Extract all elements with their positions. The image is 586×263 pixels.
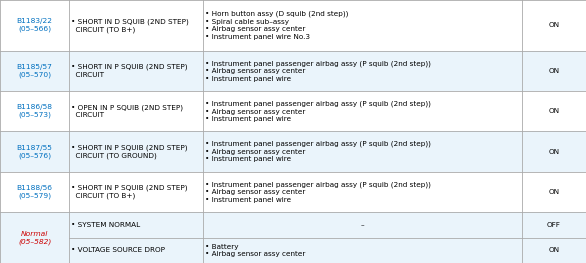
Text: • VOLTAGE SOURCE DROP: • VOLTAGE SOURCE DROP <box>71 247 165 253</box>
Text: • Instrument panel passenger airbag assy (P squib (2nd step))
• Airbag sensor as: • Instrument panel passenger airbag assy… <box>205 141 431 163</box>
Text: • OPEN IN P SQUIB (2ND STEP)
  CIRCUIT: • OPEN IN P SQUIB (2ND STEP) CIRCUIT <box>71 104 183 118</box>
Text: ON: ON <box>548 247 559 253</box>
Text: ON: ON <box>548 189 559 195</box>
Text: B1183/22
(05–566): B1183/22 (05–566) <box>16 18 53 32</box>
Bar <box>0 51 586 91</box>
Bar <box>0 91 586 132</box>
Text: B1188/56
(05–579): B1188/56 (05–579) <box>16 185 53 199</box>
Bar <box>0 172 586 212</box>
Bar <box>0 0 586 51</box>
Text: • Battery
• Airbag sensor assy center: • Battery • Airbag sensor assy center <box>205 244 305 257</box>
Text: OFF: OFF <box>547 222 561 228</box>
Text: • Instrument panel passenger airbag assy (P squib (2nd step))
• Airbag sensor as: • Instrument panel passenger airbag assy… <box>205 181 431 203</box>
Text: ON: ON <box>548 149 559 155</box>
Text: B1186/58
(05–573): B1186/58 (05–573) <box>16 104 53 118</box>
Text: ON: ON <box>548 68 559 74</box>
Text: • SHORT IN D SQUIB (2ND STEP)
  CIRCUIT (TO B+): • SHORT IN D SQUIB (2ND STEP) CIRCUIT (T… <box>71 18 189 33</box>
Text: • Horn button assy (D squib (2nd step))
• Spiral cable sub–assy
• Airbag sensor : • Horn button assy (D squib (2nd step)) … <box>205 11 349 40</box>
Text: • Instrument panel passenger airbag assy (P squib (2nd step))
• Airbag sensor as: • Instrument panel passenger airbag assy… <box>205 100 431 122</box>
Text: • SYSTEM NORMAL: • SYSTEM NORMAL <box>71 222 141 228</box>
Text: • Instrument panel passenger airbag assy (P squib (2nd step))
• Airbag sensor as: • Instrument panel passenger airbag assy… <box>205 60 431 82</box>
Text: • SHORT IN P SQUIB (2ND STEP)
  CIRCUIT (TO GROUND): • SHORT IN P SQUIB (2ND STEP) CIRCUIT (T… <box>71 144 188 159</box>
Bar <box>0 132 586 172</box>
Text: ON: ON <box>548 22 559 28</box>
Text: Normal
(05–582): Normal (05–582) <box>18 231 51 245</box>
Text: –: – <box>360 222 364 228</box>
Text: B1185/57
(05–570): B1185/57 (05–570) <box>16 64 53 78</box>
Bar <box>0 212 586 263</box>
Text: B1187/55
(05–576): B1187/55 (05–576) <box>16 145 53 159</box>
Text: • SHORT IN P SQUIB (2ND STEP)
  CIRCUIT (TO B+): • SHORT IN P SQUIB (2ND STEP) CIRCUIT (T… <box>71 185 188 199</box>
Text: ON: ON <box>548 108 559 114</box>
Text: • SHORT IN P SQUIB (2ND STEP)
  CIRCUIT: • SHORT IN P SQUIB (2ND STEP) CIRCUIT <box>71 64 188 78</box>
